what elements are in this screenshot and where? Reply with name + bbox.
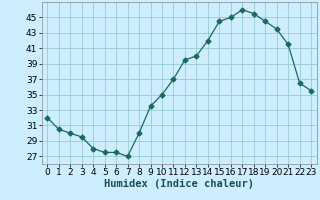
X-axis label: Humidex (Indice chaleur): Humidex (Indice chaleur) [104,179,254,189]
